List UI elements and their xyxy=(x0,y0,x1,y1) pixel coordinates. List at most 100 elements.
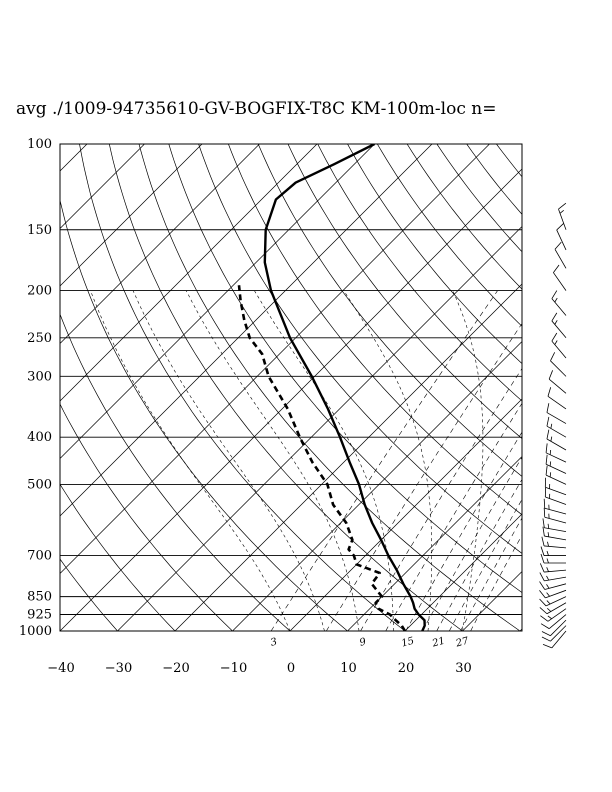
dry-adiabat-line xyxy=(138,144,521,631)
mixing-ratio-line xyxy=(405,431,522,631)
isotherm-line xyxy=(60,144,260,344)
moist-adiabat-line xyxy=(254,290,394,631)
dry-adiabat-line xyxy=(466,144,522,215)
isotherm-line xyxy=(60,144,203,287)
pressure-tick-label: 1000 xyxy=(19,624,52,639)
wind-barb xyxy=(551,290,567,316)
chart-title: avg ./1009-94735610-GV-BOGFIX-T8C KM-100… xyxy=(16,99,496,119)
dry-adiabat-line xyxy=(60,483,176,631)
wind-barb-staff xyxy=(550,360,567,377)
wind-barb-staff xyxy=(547,608,567,622)
wind-barb xyxy=(543,498,567,515)
wind-barb-staff xyxy=(545,452,567,463)
wind-barb xyxy=(539,572,567,582)
isotherm-line xyxy=(60,168,522,631)
wind-barb xyxy=(548,370,567,394)
wind-barb-feather xyxy=(545,443,548,453)
wind-barb xyxy=(540,608,567,622)
dry-adiabat-line xyxy=(376,144,522,327)
wind-barb-half-feather xyxy=(554,340,558,345)
wind-barb-staff xyxy=(544,583,567,590)
wind-barb-feather xyxy=(539,598,547,607)
wind-barb-feather xyxy=(542,643,553,649)
isotherm-line xyxy=(519,628,522,631)
wind-barb-staff xyxy=(545,589,567,599)
moist-adiabat-line xyxy=(90,290,291,631)
wind-barb-half-feather xyxy=(546,584,550,589)
wind-barb-staff xyxy=(550,625,567,642)
wind-barb-half-feather xyxy=(546,592,550,597)
wind-barb-staff xyxy=(554,249,567,269)
dry-adiabat-line xyxy=(79,144,406,631)
isotherm-line xyxy=(0,144,30,631)
wind-barb-staff xyxy=(545,496,567,505)
wind-barb-feather xyxy=(551,290,558,299)
wind-barb-feather xyxy=(551,312,558,322)
wind-barb-feather xyxy=(539,581,546,590)
wind-barb xyxy=(539,563,567,573)
wind-barb-half-feather xyxy=(547,608,552,612)
wind-barb-feather xyxy=(539,607,548,615)
wind-barb-feather xyxy=(542,518,545,528)
isotherm-line xyxy=(347,456,522,631)
isotherm-line xyxy=(60,144,490,574)
dewpoint-profile xyxy=(237,285,407,631)
wind-barb-half-feather xyxy=(546,567,549,572)
wind-barb-half-feather xyxy=(554,320,558,325)
wind-barb xyxy=(546,416,567,438)
wind-barb-half-feather xyxy=(546,550,549,556)
profiles xyxy=(237,144,426,631)
temperature-profile xyxy=(263,144,426,631)
isotherm-line xyxy=(60,144,433,517)
mixing-ratio-line xyxy=(422,456,522,631)
isotherm-line xyxy=(289,398,522,631)
moist-adiabat-line xyxy=(452,290,484,631)
wind-barb xyxy=(542,526,567,541)
wind-barb-staff xyxy=(546,425,567,438)
mixing-ratio-line xyxy=(470,534,522,631)
wind-barb-feather xyxy=(546,403,550,413)
temperature-axis: −40 −30 −20 −10 0 10 20 30 xyxy=(47,661,471,676)
moist-adiabat-line xyxy=(343,290,432,631)
plot-frame xyxy=(59,143,523,632)
wind-barb xyxy=(541,536,567,549)
pressure-tick-label: 150 xyxy=(27,223,52,238)
mixing-ratio-line xyxy=(460,517,522,631)
wind-barb xyxy=(545,443,567,463)
wind-barb-feather xyxy=(542,526,545,537)
wind-barb-feather xyxy=(545,454,548,465)
mixing-ratio-labels: 3 9 15 21 27 xyxy=(269,635,470,649)
wind-barb-staff xyxy=(551,340,567,359)
isotherm-line xyxy=(60,144,318,402)
mixing-ratio-label: 21 xyxy=(430,636,446,650)
wind-barb xyxy=(542,630,567,649)
wind-barb-staff xyxy=(551,298,567,316)
dry-adiabat-line xyxy=(496,144,522,178)
wind-barb xyxy=(542,518,567,532)
dry-adiabat-line xyxy=(317,144,522,402)
wind-barb xyxy=(541,619,567,637)
dry-adiabat-line xyxy=(257,144,522,477)
wind-barb-staff xyxy=(546,602,567,615)
mixing-ratio-line xyxy=(449,498,522,631)
dry-adiabat-line xyxy=(228,144,522,516)
temperature-tick-label: 20 xyxy=(398,661,415,676)
temperature-tick-label: 30 xyxy=(455,661,472,676)
wind-barb-feather xyxy=(540,553,545,564)
wind-barb-staff xyxy=(544,516,567,524)
isotherm-line xyxy=(462,571,522,631)
wind-barb-staff xyxy=(545,596,567,607)
dry-adiabat-line xyxy=(406,144,522,290)
wind-barb-half-feather xyxy=(547,541,549,547)
isotherm-line xyxy=(174,283,522,631)
temperature-tick-label: −10 xyxy=(220,661,247,676)
background-lines xyxy=(0,144,522,631)
wind-barb xyxy=(551,332,567,359)
dry-adiabat-line xyxy=(287,144,522,440)
wind-barb xyxy=(556,223,567,251)
mixing-ratio-label: 27 xyxy=(454,635,471,649)
wind-barb-half-feather xyxy=(554,297,558,303)
wind-barb-staff xyxy=(547,396,567,410)
wind-barb xyxy=(547,387,567,410)
